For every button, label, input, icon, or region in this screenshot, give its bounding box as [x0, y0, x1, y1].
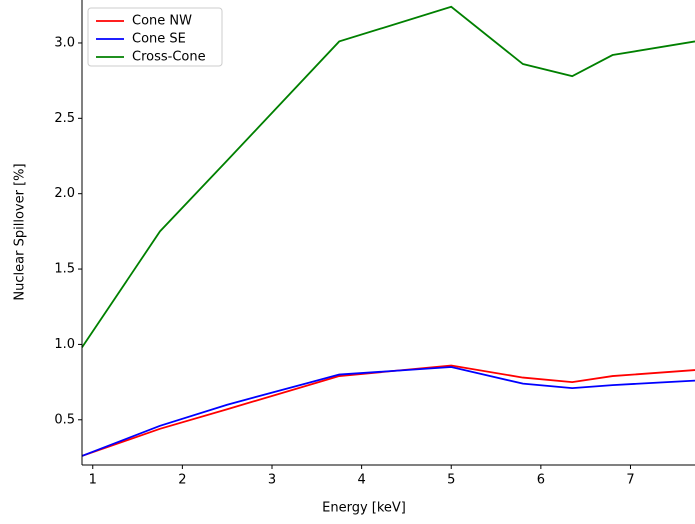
y-tick-label: 2.0: [54, 186, 75, 201]
y-tick-label: 1.5: [54, 262, 75, 277]
x-tick-label: 3: [268, 473, 276, 488]
y-tick-label: 1.0: [54, 337, 75, 352]
legend-label: Cross-Cone: [132, 50, 206, 65]
y-tick-label: 2.5: [54, 111, 75, 126]
line-series: [81, 364, 695, 457]
line-series: [81, 366, 695, 457]
y-axis-label: Nuclear Spillover [%]: [13, 163, 28, 300]
x-tick-label: 6: [537, 473, 545, 488]
x-tick-label: 1: [89, 473, 97, 488]
y-tick-label: 0.5: [54, 412, 75, 427]
x-tick-label: 4: [357, 473, 365, 488]
line-series: [81, 5, 695, 348]
legend-label: Cone SE: [132, 32, 186, 47]
legend-box: [87, 7, 223, 67]
x-tick-label: 2: [178, 473, 186, 488]
x-axis-label: Energy [keV]: [322, 501, 406, 516]
y-tick-label: 3.0: [54, 35, 75, 50]
x-tick-label: 5: [447, 473, 455, 488]
x-tick-label: 7: [626, 473, 634, 488]
legend-label: Cone NW: [132, 14, 192, 29]
